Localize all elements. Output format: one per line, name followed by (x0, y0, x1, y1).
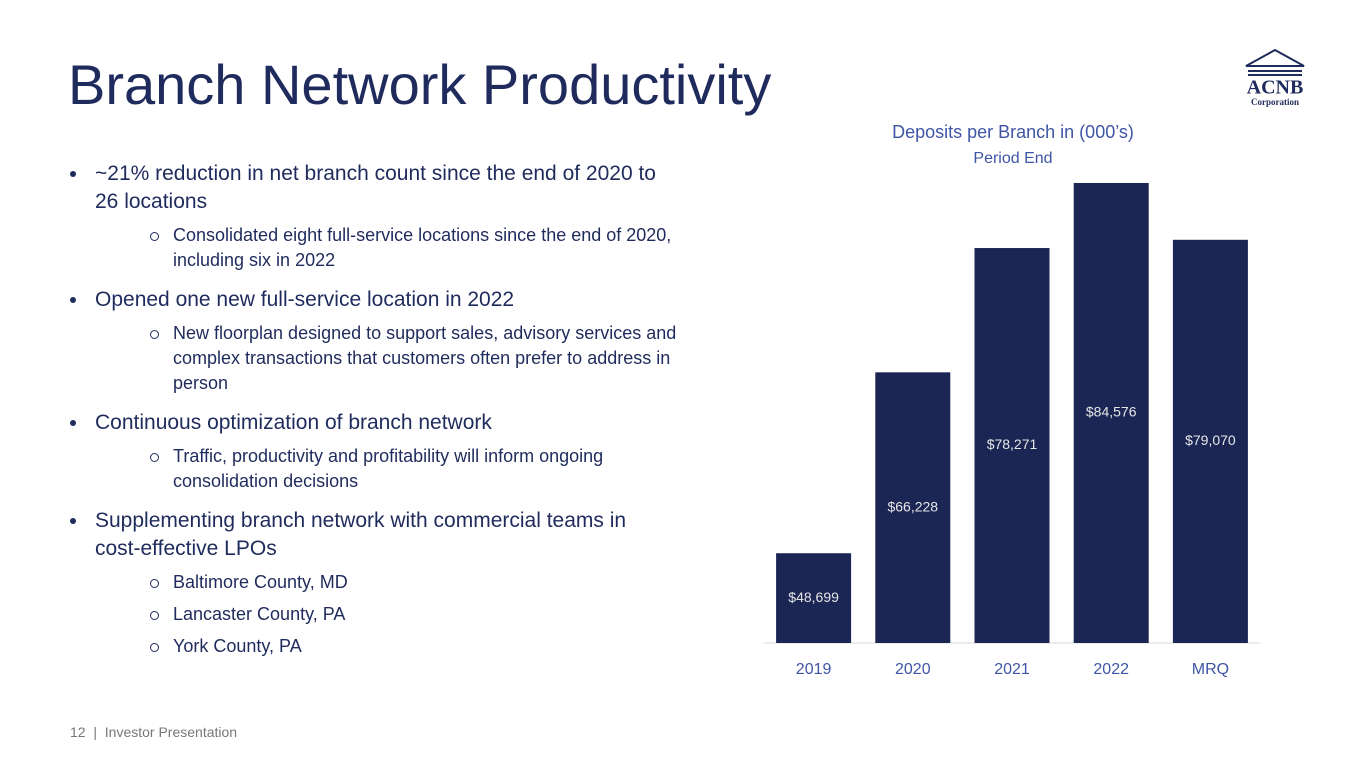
x-tick-label: 2020 (895, 661, 931, 678)
chart-title: Deposits per Branch in (000’s) (892, 122, 1134, 142)
bullet-marker (70, 297, 76, 303)
sub-bullet-marker (150, 330, 159, 339)
sub-bullet: Traffic, productivity and profitability … (95, 444, 693, 494)
bullet: Supplementing branch network with commer… (68, 507, 668, 659)
chart-subtitle: Period End (973, 150, 1052, 167)
sub-bullet-marker (150, 453, 159, 462)
bullet-marker (70, 420, 76, 426)
x-tick-label: 2019 (796, 661, 832, 678)
bar (974, 248, 1050, 643)
bullet-text: Continuous optimization of branch networ… (95, 411, 492, 434)
logo-name: ACNB (1247, 77, 1304, 99)
sub-bullet-marker (150, 579, 159, 588)
sub-bullet-text: Consolidated eight full-service location… (173, 225, 672, 270)
sub-bullet: Consolidated eight full-service location… (95, 223, 693, 273)
value-label: $84,576 (1086, 404, 1137, 420)
value-label: $79,070 (1185, 432, 1236, 448)
sub-bullet-text: New floorplan designed to support sales,… (173, 323, 677, 393)
bullet: ~21% reduction in net branch count since… (68, 160, 671, 273)
sub-bullet: Lancaster County, PA (95, 602, 693, 627)
sub-bullet-marker (150, 611, 159, 620)
logo-subtitle: Corporation (1251, 97, 1299, 107)
bar (1172, 239, 1248, 643)
logo-icon (1245, 48, 1305, 76)
sub-bullet-text: Traffic, productivity and profitability … (173, 446, 604, 491)
bullet: Opened one new full-service location in … (68, 286, 676, 396)
sub-bullet-text: Baltimore County, MD (173, 572, 348, 592)
x-tick-label: MRQ (1192, 661, 1229, 678)
bullet-text: Opened one new full-service location in … (95, 288, 515, 311)
sub-bullet-text: Lancaster County, PA (173, 604, 346, 624)
bar (1073, 182, 1149, 643)
sub-bullet-text: York County, PA (173, 636, 302, 656)
bullet-marker (70, 518, 76, 524)
value-label: $78,271 (987, 436, 1038, 452)
bullet-text: Supplementing branch network with commer… (95, 509, 627, 560)
footer: 12 | Investor Presentation (70, 724, 238, 740)
sub-bullet-marker (150, 643, 159, 652)
x-tick-label: 2022 (1093, 661, 1129, 678)
bullet-marker (70, 171, 76, 177)
bullet: Continuous optimization of branch networ… (68, 409, 668, 494)
x-tick-label: 2021 (994, 661, 1030, 678)
sub-bullet: Baltimore County, MD (95, 570, 693, 595)
sub-bullet: York County, PA (95, 634, 693, 659)
bar (875, 372, 951, 643)
value-label: $66,228 (887, 498, 938, 514)
value-label: $48,699 (788, 589, 839, 605)
bar (776, 553, 852, 643)
bullet-list: ~21% reduction in net branch count since… (68, 160, 676, 672)
sub-bullet: New floorplan designed to support sales,… (95, 321, 693, 396)
slide-title: Branch Network Productivity (68, 53, 772, 116)
bullet-text: ~21% reduction in net branch count since… (95, 162, 656, 213)
sub-bullet-marker (150, 232, 159, 241)
